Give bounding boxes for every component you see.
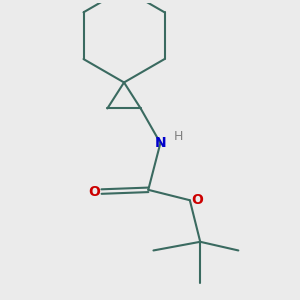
Text: O: O <box>88 184 100 199</box>
Text: N: N <box>154 136 166 150</box>
Text: H: H <box>174 130 183 143</box>
Text: O: O <box>191 193 203 207</box>
